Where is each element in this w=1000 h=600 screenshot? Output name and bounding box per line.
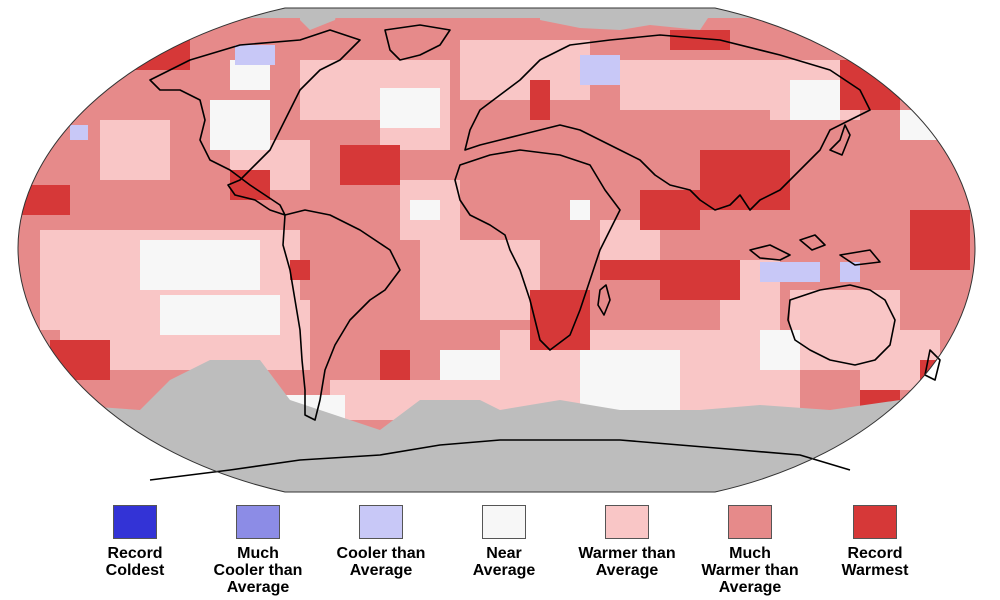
australia-coastline	[787, 284, 896, 366]
legend-item-cooler: Cooler than Average	[306, 505, 456, 579]
legend: Record Coldest Much Cooler than Average …	[0, 505, 1000, 600]
indonesia-coastline	[749, 234, 881, 266]
legend-label-cooler: Cooler than Average	[336, 545, 426, 579]
globe-outline	[17, 7, 976, 493]
legend-label-much-warmer: Much Warmer than Average	[701, 545, 799, 596]
legend-item-record-warmest: Record Warmest	[800, 505, 950, 579]
japan-coastline	[829, 124, 851, 156]
south-america-coastline	[282, 209, 401, 421]
north-america-coastline	[149, 29, 361, 216]
greenland-coastline	[384, 24, 451, 61]
legend-item-much-cooler: Much Cooler than Average	[183, 505, 333, 596]
africa-coastline	[454, 149, 621, 351]
warmer-swatch	[605, 505, 649, 539]
cooler-swatch	[359, 505, 403, 539]
legend-item-near-average: Near Average	[429, 505, 579, 579]
much-cooler-swatch	[236, 505, 280, 539]
cooler-regions	[70, 45, 860, 282]
legend-label-much-cooler: Much Cooler than Average	[213, 545, 303, 596]
legend-label-record-coldest: Record Coldest	[105, 545, 165, 579]
legend-item-warmer: Warmer than Average	[552, 505, 702, 579]
eurasia-coastline	[464, 34, 871, 211]
near-average-swatch	[482, 505, 526, 539]
coastlines	[149, 24, 941, 481]
much-warmer-swatch	[728, 505, 772, 539]
temperature-anomaly-map	[17, 7, 976, 493]
antarctica-coastline	[149, 439, 851, 481]
new-zealand-coastline	[924, 349, 941, 381]
record-coldest-swatch	[113, 505, 157, 539]
madagascar-coastline	[597, 284, 611, 316]
record-warmest-swatch	[853, 505, 897, 539]
no-data-regions	[18, 8, 975, 492]
globe-fill	[18, 8, 975, 492]
legend-label-warmer: Warmer than Average	[578, 545, 676, 579]
legend-label-near-average: Near Average	[472, 545, 536, 579]
legend-label-record-warmest: Record Warmest	[841, 545, 909, 579]
legend-item-record-coldest: Record Coldest	[60, 505, 210, 579]
legend-item-much-warmer: Much Warmer than Average	[675, 505, 825, 596]
